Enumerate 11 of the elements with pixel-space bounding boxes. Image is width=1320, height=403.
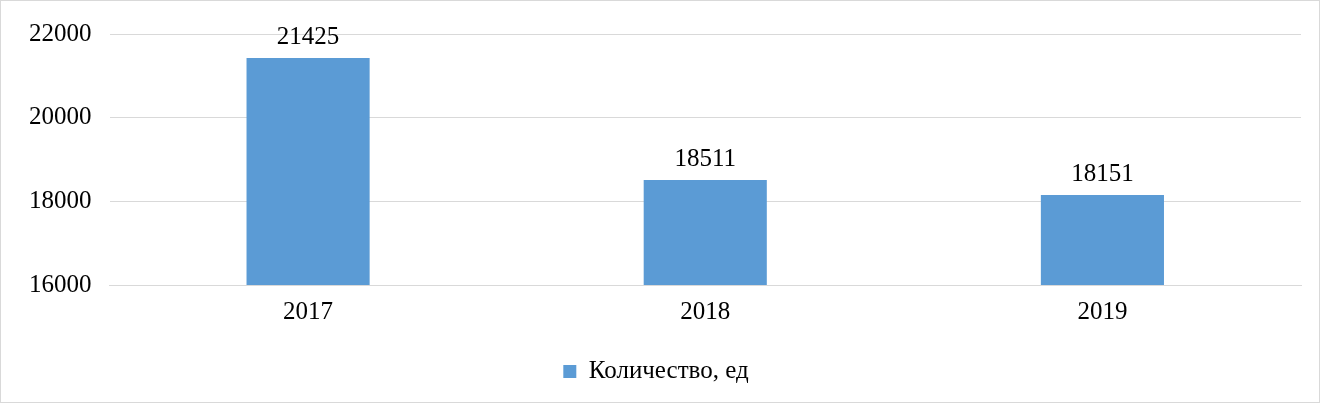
y-tick-label: 16000 [29, 269, 92, 297]
data-label: 18511 [674, 144, 737, 172]
y-tick-label: 20000 [29, 102, 92, 130]
x-tick-label: 2019 [1077, 296, 1128, 324]
legend-label: Количество, ед [588, 356, 749, 384]
data-label: 21425 [276, 22, 340, 50]
data-label: 18151 [1071, 159, 1134, 187]
x-tick-label: 2018 [680, 296, 731, 324]
x-tick-label: 2017 [283, 296, 334, 324]
y-tick-label: 22000 [29, 18, 92, 46]
y-tick-label: 18000 [29, 185, 92, 213]
